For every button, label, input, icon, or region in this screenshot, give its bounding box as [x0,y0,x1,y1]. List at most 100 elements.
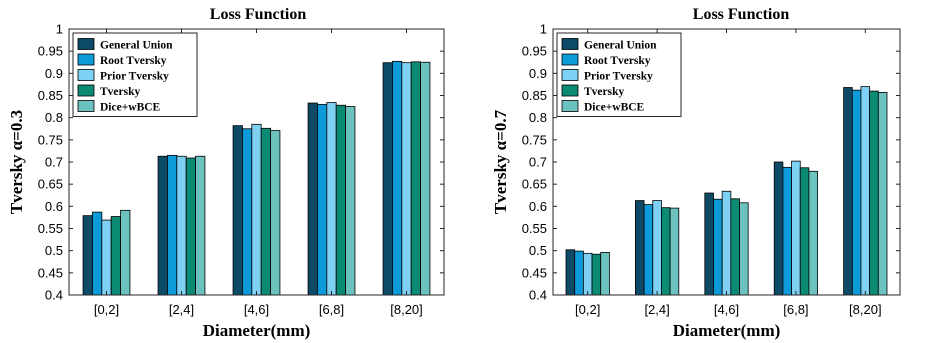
bar-[8,20]-s2 [392,60,403,296]
y-tick-label: 0.8 [45,110,63,125]
bar-[2,4]-s5 [669,207,680,296]
legend-swatch-1 [561,38,579,50]
bar-[8,20]-s4 [410,61,421,296]
bar-[4,6]-s3 [251,123,262,296]
bar-[4,6]-s2 [713,198,723,296]
bar-[2,4]-s2 [643,204,654,296]
bar-[2,4]-s5 [195,155,206,296]
bar-[0,2]-s5 [120,209,131,296]
y-tick-label: 0.4 [529,288,547,303]
legend-swatch-4 [77,84,95,97]
y-tick-label: 0.9 [45,66,63,81]
chart-title: Loss Function [693,6,790,23]
y-tick-label: 0.65 [522,177,547,192]
x-tick-label: [0,2] [94,302,119,317]
legend: General Union Root Tversky Prior Tversky Tv… [556,32,682,117]
legend-label-3: Prior Tversky [584,71,653,83]
y-tick-label: 0.75 [38,132,63,147]
y-tick-label: 0.55 [38,221,63,236]
chart-panel-1: Loss Function Tversky α=0.3 Diameter(mm) 0.… [7,6,445,340]
x-tick-label: [2,4] [169,302,194,317]
y-axis-label: Tversky α=0.7 [491,109,510,214]
bar-[0,2]-s2 [574,250,584,296]
x-tick-label: [8,20] [390,302,423,317]
bar-[0,2]-s4 [110,216,121,296]
legend-swatch-3 [77,69,95,81]
bar-[4,6]-s1 [704,192,714,296]
y-tick-label: 0.45 [38,265,63,280]
y-tick-label: 0.8 [529,110,547,125]
x-tick-label: [6,8] [783,302,808,317]
legend-swatch-3 [561,69,579,81]
x-tick-label: [4,6] [244,302,269,317]
x-tick-label: [2,4] [644,302,669,317]
x-tick-label: [6,8] [319,302,344,317]
legend-label-5: Dice+wBCE [584,102,645,114]
y-tick-label: 0.4 [45,288,63,303]
bar-[2,4]-s3 [176,155,187,296]
legend-swatch-1 [77,38,95,50]
legend-swatch-5 [77,100,95,112]
y-tick-label: 0.95 [38,44,63,59]
y-tick-label: 0.7 [529,155,547,170]
bar-[6,8]-s4 [799,167,810,296]
x-tick-label: [4,6] [714,302,739,317]
bar-[0,2]-s2 [92,211,103,296]
legend-label-4: Tversky [100,86,141,98]
y-tick-label: 0.55 [522,221,547,236]
bar-[4,6]-s4 [260,127,271,296]
bar-[0,2]-s1 [565,249,576,296]
y-tick-label: 0.6 [45,199,63,214]
bar-[4,6]-s3 [721,190,732,296]
y-axis-label: Tversky α=0.3 [7,110,26,214]
bar-[8,20]-s3 [401,62,412,296]
y-tick-label: 0.75 [522,132,547,147]
legend-swatch-5 [561,100,579,112]
legend-swatch-2 [561,53,579,66]
y-tick-label: 0.85 [522,88,547,103]
bar-[0,2]-s1 [82,215,93,296]
legend-swatch-2 [77,53,95,66]
y-tick-label: 0.65 [38,177,63,192]
x-tick-label: [0,2] [575,302,600,317]
y-tick-label: 0.9 [529,66,547,81]
bar-[4,6]-s4 [730,198,740,296]
bar-[0,2]-s5 [600,252,610,296]
bar-[2,4]-s1 [635,200,645,296]
y-tick-label: 0.6 [529,199,547,214]
x-axis-label: Diameter(mm) [203,321,311,340]
bar-[6,8]-s3 [326,102,337,296]
bar-[4,6]-s5 [739,202,749,296]
bar-[0,2]-s3 [101,219,112,296]
bar-[8,20]-s2 [851,89,862,296]
bar-[6,8]-s4 [335,104,346,296]
bar-[2,4]-s4 [185,157,196,296]
bar-[4,6]-s2 [242,128,253,296]
legend-label-4: Tversky [584,86,625,98]
y-tick-label: 0.7 [45,155,63,170]
chart-title: Loss Function [210,6,307,23]
y-tick-label: 1 [56,22,63,37]
legend-label-1: General Union [584,40,657,52]
bar-[6,8]-s3 [791,160,801,296]
bar-[2,4]-s1 [157,155,168,296]
bar-[6,8]-s5 [345,106,356,296]
bar-[0,2]-s4 [591,253,602,296]
y-tick-label: 0.5 [529,243,547,258]
y-tick-label: 0.95 [522,44,547,59]
chart-panel-2: Loss Function Tversky α=0.7 Diameter(mm) 0.… [491,6,901,340]
y-tick-label: 0.5 [45,243,63,258]
bar-[6,8]-s1 [307,102,318,296]
legend-label-2: Root Tversky [584,55,651,67]
bar-[2,4]-s4 [661,207,671,296]
bar-[8,20]-s5 [420,61,431,296]
legend-label-5: Dice+wBCE [100,102,161,114]
legend-label-2: Root Tversky [100,55,167,67]
bar-[6,8]-s2 [317,103,328,296]
bar-[2,4]-s3 [652,200,662,296]
bar-[6,8]-s5 [808,170,818,296]
y-tick-label: 1 [540,22,547,37]
legend-swatch-4 [561,84,579,97]
legend-label-3: Prior Tversky [100,71,169,83]
